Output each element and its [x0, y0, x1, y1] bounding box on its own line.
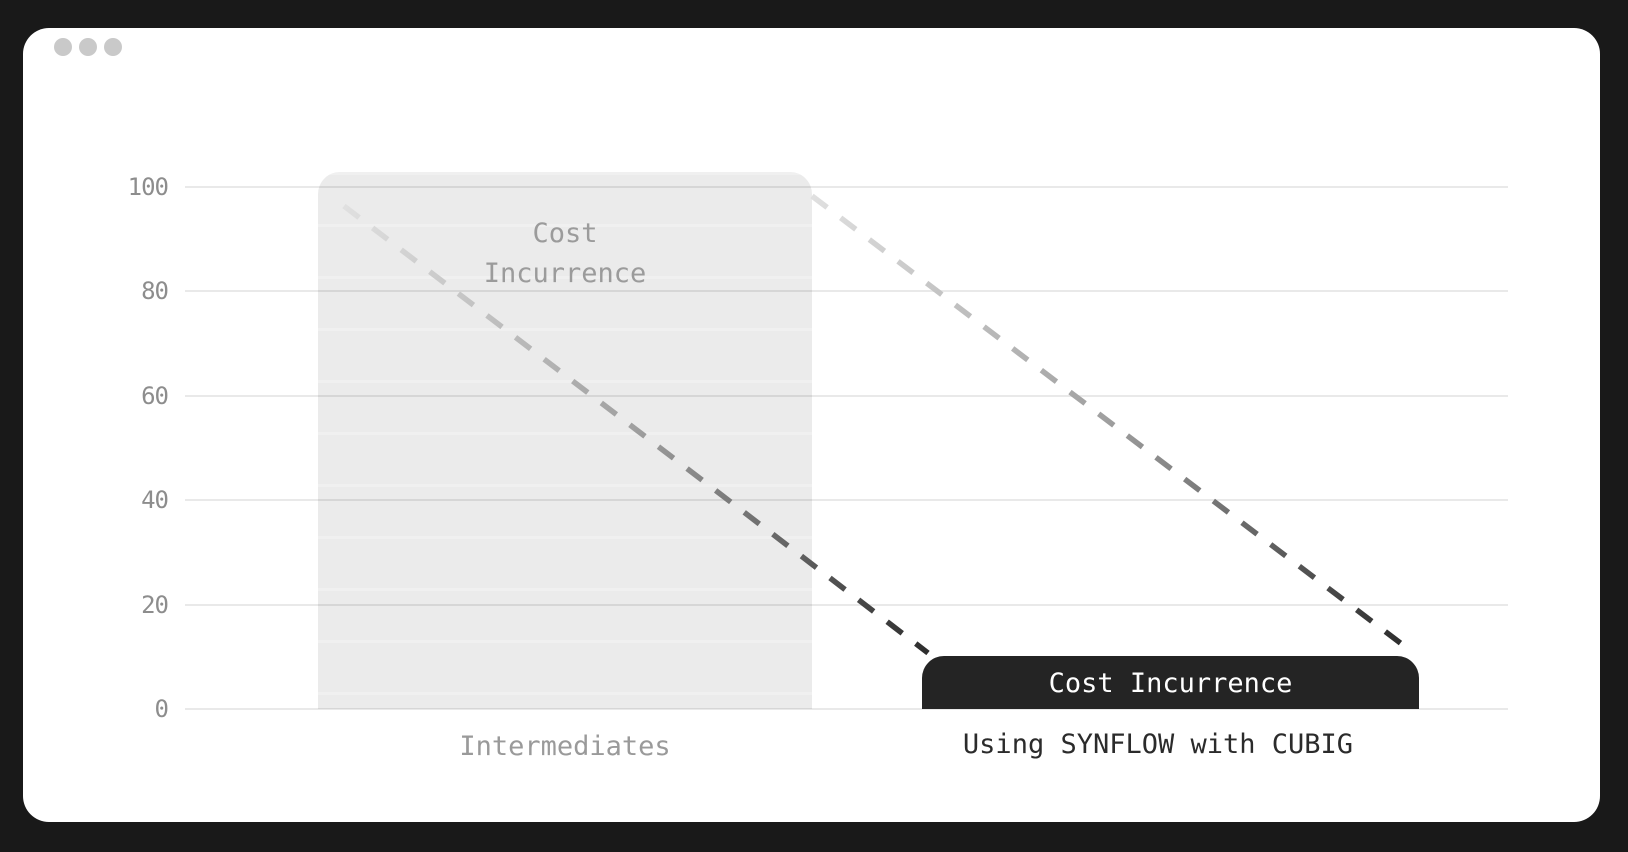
- gridline-0: [185, 708, 1508, 710]
- y-tick-20: 20: [141, 591, 169, 619]
- y-tick-40: 40: [141, 486, 169, 514]
- window-dot-icon[interactable]: [104, 38, 122, 56]
- bar-intermediates-label: Cost Incurrence: [483, 218, 647, 289]
- x-label-intermediates: Intermediates: [459, 731, 671, 762]
- app-window: 100 80 60 40 20 0 Cost Incurrence Cost I…: [23, 28, 1600, 822]
- window-control-dots: [54, 38, 122, 56]
- y-tick-0: 0: [154, 695, 169, 723]
- y-tick-80: 80: [141, 277, 169, 305]
- gridline-100: [185, 186, 1508, 188]
- y-tick-100: 100: [127, 173, 169, 201]
- window-dot-icon[interactable]: [54, 38, 72, 56]
- x-label-synflow: Using SYNFLOW with CUBIG: [962, 729, 1354, 760]
- bar-synflow-label: Cost Incurrence: [1048, 668, 1293, 699]
- window-dot-icon[interactable]: [79, 38, 97, 56]
- bar-synflow[interactable]: Cost Incurrence: [922, 656, 1419, 709]
- y-tick-60: 60: [141, 382, 169, 410]
- decline-line-right: [810, 193, 1405, 648]
- bar-intermediates[interactable]: Cost Incurrence: [318, 172, 812, 709]
